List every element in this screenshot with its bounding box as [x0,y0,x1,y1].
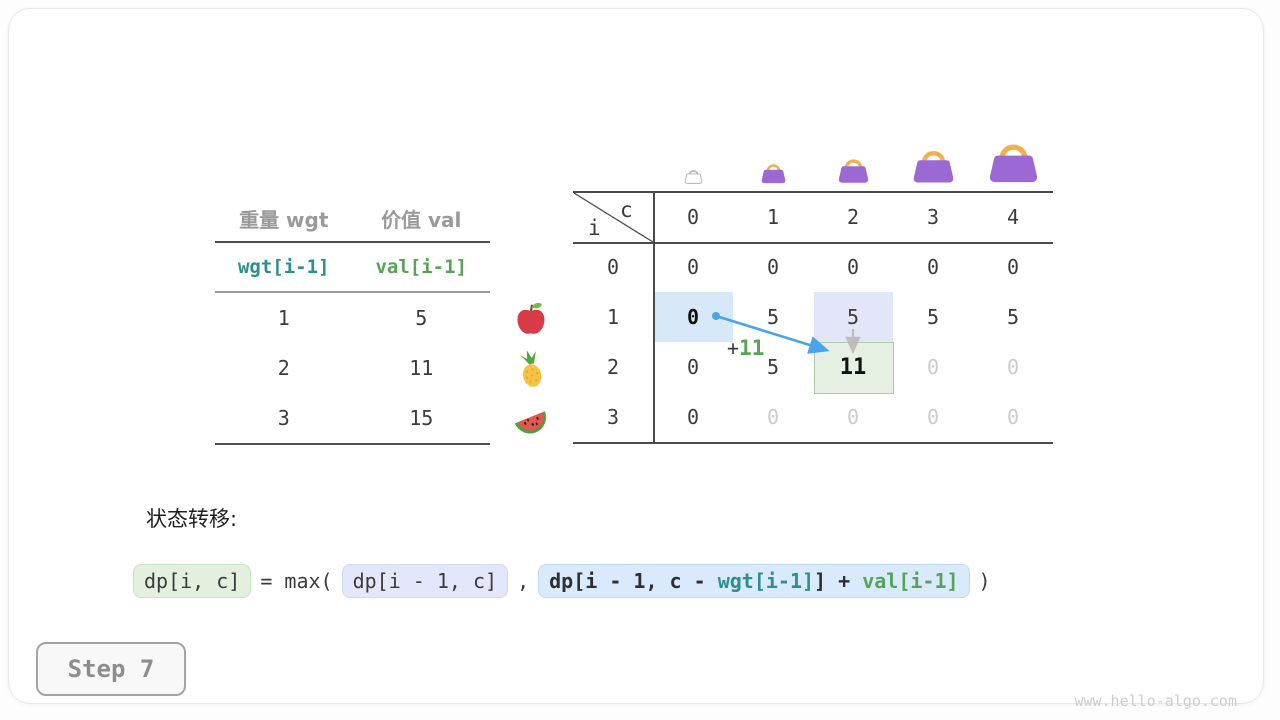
arg2-wgt-term: wgt[i-1] [717,569,815,593]
weight-column-header: 重量 wgt [239,208,329,232]
arg2-prefix: dp[i - 1, c - [549,569,718,593]
dp-cell-3-4: 0 [1006,405,1020,429]
formula-arg1-box: dp[i - 1, c] [341,564,509,598]
col-header-1: 1 [766,205,780,229]
item-row-2: 2 11 [215,343,490,393]
dp-cell-3-2: 0 [846,405,860,429]
dp-table-vertical-border [653,191,655,444]
item-1-weight: 1 [277,306,290,330]
watermark: www.hello-algo.com [1074,692,1237,710]
dp-cell-1-4: 5 [1006,305,1020,329]
capacity-icons-row [653,122,1053,184]
dp-cell-3-3: 0 [926,405,940,429]
divider [215,241,490,243]
dp-table-bottom-border [573,442,1053,444]
bag-icon-1 [761,164,785,184]
items-table-index-row: wgt[i-1] val[i-1] [215,243,490,291]
formula-operator: = max( [260,569,333,593]
dp-table-top-border [573,191,1053,193]
dp-column-headers: 0 1 2 3 4 [653,192,1053,242]
item-3-value: 15 [409,406,434,430]
col-header-3: 3 [926,205,940,229]
formula-close-paren: ) [978,569,991,593]
item-1-value: 5 [415,306,428,330]
items-table-header: 重量 wgt 价值 val [215,196,490,241]
dp-cell-1-1: 5 [766,305,780,329]
dp-cell-1-3: 5 [926,305,940,329]
corner-row-var: i [588,216,601,240]
dp-cell-2-4: 0 [1006,355,1020,379]
bag-icon-2 [838,159,868,183]
empty-bag-icon [684,170,702,184]
col-header-0: 0 [686,205,700,229]
value-column-header: 价值 val [381,208,462,232]
items-table: 重量 wgt 价值 val wgt[i-1] val[i-1] 1 5 2 11… [215,196,490,445]
step-badge: Step 7 [36,642,186,696]
divider [215,291,490,293]
add-value-label: +11 [727,336,764,360]
dp-cell-2-2: 11 [839,354,867,380]
arg2-val-term: val[i-1] [862,569,959,593]
row-header-3: 3 [606,405,620,429]
dp-cells-grid: 0 0 0 0 0 0 5 5 5 5 0 5 11 0 0 0 0 0 0 0 [653,242,1053,442]
row-header-1: 1 [606,305,620,329]
apple-icon [512,299,550,337]
row-header-0: 0 [606,255,620,279]
corner-col-var: c [620,198,633,222]
bag-icon-3 [913,151,953,183]
formula-arg2-box: dp[i - 1, c - wgt[i-1]] + val[i-1] [538,564,970,598]
item-2-value: 11 [409,356,434,380]
col-header-4: 4 [1006,205,1020,229]
dp-cell-0-3: 0 [926,255,940,279]
blue-transition-arrow [715,314,830,354]
watermelon-icon [512,401,550,439]
dp-cell-0-4: 0 [1006,255,1020,279]
formula-comma: , [517,569,530,593]
plus-sign: + [727,336,740,360]
col-header-2: 2 [846,205,860,229]
dp-cell-1-2: 5 [846,305,860,329]
divider [215,443,490,445]
bag-icon-4 [989,144,1037,183]
dp-cell-2-0: 0 [686,355,700,379]
val-index-label: val[i-1] [375,256,467,278]
dp-row-headers: 0 1 2 3 [573,242,653,442]
dp-cell-2-3: 0 [926,355,940,379]
dp-cell-3-0: 0 [686,405,700,429]
state-transition-formula: dp[i, c] = max( dp[i - 1, c] , dp[i - 1,… [133,561,991,601]
dp-cell-2-1: 5 [766,355,780,379]
item-row-3: 3 15 [215,393,490,443]
transition-arrows [712,312,861,355]
state-transition-label: 状态转移: [146,507,238,531]
item-3-weight: 3 [277,406,290,430]
dp-cell-0-0: 0 [686,255,700,279]
added-value: 11 [739,336,765,360]
arg2-mid: ] + [814,569,863,593]
wgt-index-label: wgt[i-1] [237,256,330,278]
dp-cell-3-1: 0 [766,405,780,429]
dp-cell-0-2: 0 [846,255,860,279]
corner-diagonal-line [573,192,654,243]
pineapple-icon [512,350,550,388]
formula-lhs-box: dp[i, c] [133,564,252,598]
item-row-1: 1 5 [215,293,490,343]
dp-cell-1-0: 0 [686,305,700,329]
item-2-weight: 2 [277,356,290,380]
dp-cell-0-1: 0 [766,255,780,279]
row-header-2: 2 [606,355,620,379]
dp-table-header-border [573,242,1053,244]
